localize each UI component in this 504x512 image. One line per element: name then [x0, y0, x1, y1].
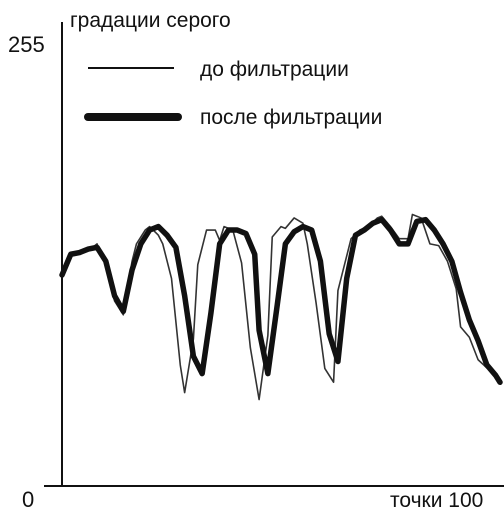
legend-label-before-filter: до фильтрации [200, 58, 349, 81]
axes: 255 0 градации серого точки 100 [8, 9, 504, 512]
series-before-filter [61, 213, 501, 401]
y-tick-label-min: 0 [22, 487, 34, 512]
plot-area [59, 213, 503, 401]
y-axis-label: градации серого [70, 9, 231, 32]
y-tick-label-max: 255 [8, 32, 45, 57]
series-after-filter [59, 216, 503, 385]
legend: до фильтрации после фильтрации [84, 58, 382, 129]
legend-label-after-filter: после фильтрации [200, 106, 382, 129]
x-axis-label: точки 100 [390, 489, 483, 512]
